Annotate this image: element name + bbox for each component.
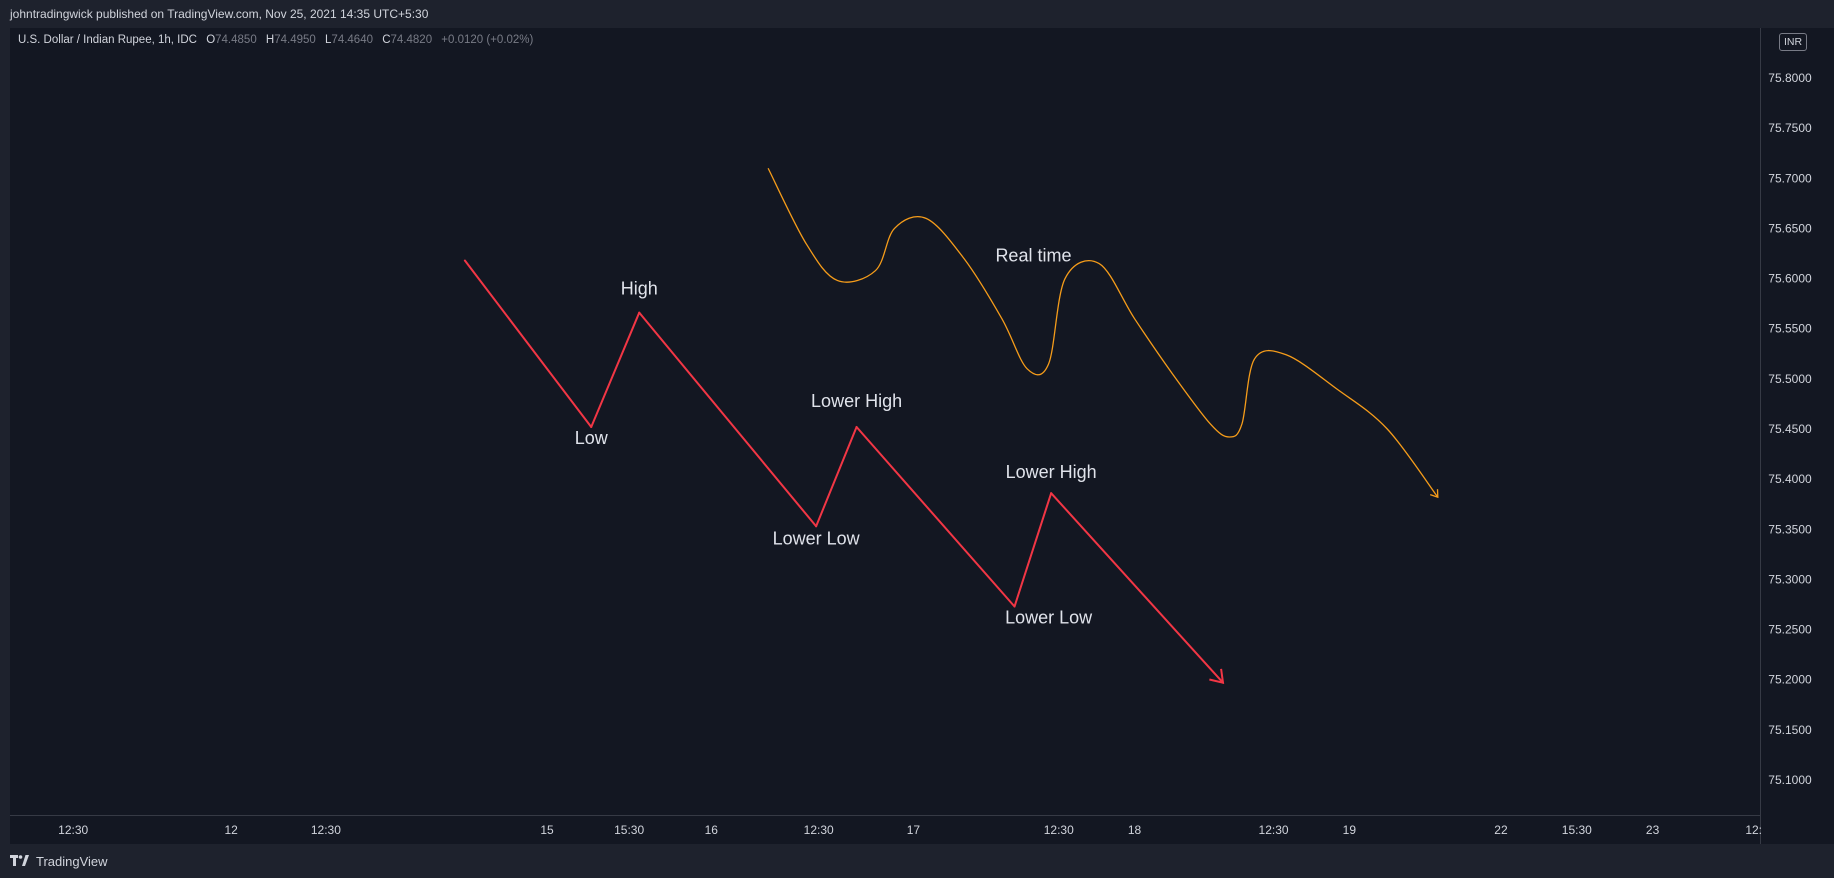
high-value: 74.4950 (274, 34, 316, 46)
tradingview-logo-icon[interactable] (10, 855, 30, 867)
time-tick-label: 18 (1128, 823, 1142, 837)
chart-annotation: High (621, 279, 658, 299)
chart-annotation: Lower Low (773, 528, 861, 548)
chart-annotation: Low (575, 428, 609, 448)
footer-brand[interactable]: TradingView (36, 853, 108, 869)
zigzag-segment (1050, 492, 1224, 684)
realtime-curve (767, 167, 1439, 498)
time-tick-label: 12:30 (311, 823, 341, 837)
change-value: +0.0120 (+0.02%) (441, 34, 534, 46)
time-tick-label: 12: (1745, 823, 1762, 837)
chart-annotation: Lower High (811, 391, 902, 411)
price-tick-label: 75.7000 (1768, 171, 1812, 185)
chart-pane[interactable] (10, 28, 1834, 844)
price-tick-label: 75.6500 (1768, 221, 1812, 235)
price-tick-label: 75.5500 (1768, 322, 1812, 336)
close-value: 74.4820 (390, 34, 433, 46)
time-tick-label: 19 (1343, 823, 1357, 837)
price-tick-label: 75.1000 (1768, 773, 1812, 787)
zigzag-segment (590, 311, 641, 428)
price-tick-label: 75.4000 (1768, 472, 1812, 486)
time-tick-label: 22 (1494, 823, 1508, 837)
price-tick-label: 75.4500 (1768, 422, 1812, 436)
symbol-name: U.S. Dollar / Indian Rupee, 1h, IDC (18, 34, 197, 46)
published-header: johntradingwick published on TradingView… (0, 0, 1834, 28)
open-value: 74.4850 (215, 34, 257, 46)
published-line: johntradingwick published on TradingView… (10, 7, 429, 21)
zigzag-arrowhead (1209, 668, 1225, 685)
chart-annotation: Lower Low (1005, 608, 1093, 628)
realtime-arrowhead (1430, 489, 1439, 499)
chart-annotation: Lower High (1006, 462, 1097, 482)
open-label: O (206, 34, 216, 46)
price-tick-label: 75.5000 (1768, 372, 1812, 386)
zigzag-segment (1013, 492, 1053, 608)
chart-annotation: Real time (995, 246, 1071, 266)
time-tick-label: 12:30 (1044, 823, 1074, 837)
high-label: H (265, 34, 275, 46)
time-tick-label: 15 (540, 823, 554, 837)
price-tick-label: 75.1500 (1768, 723, 1812, 737)
zigzag-segment (638, 311, 818, 528)
currency-badge[interactable]: INR (1779, 33, 1807, 51)
time-tick-label: 16 (705, 823, 719, 837)
time-tick-label: 12 (224, 823, 238, 837)
time-tick-label: 12:30 (1259, 823, 1289, 837)
time-tick-label: 23 (1646, 823, 1660, 837)
price-tick-label: 75.2000 (1768, 673, 1812, 687)
time-tick-label: 12:30 (804, 823, 834, 837)
zigzag-segment (815, 425, 858, 528)
time-tick-label: 15:30 (1562, 823, 1592, 837)
time-axis[interactable] (10, 815, 1760, 844)
time-tick-label: 15:30 (614, 823, 644, 837)
zigzag-segment (463, 259, 593, 428)
price-tick-label: 75.3000 (1768, 572, 1812, 586)
zigzag-segment (855, 425, 1016, 608)
symbol-legend: U.S. Dollar / Indian Rupee, 1h, IDC O74.… (18, 34, 533, 46)
time-tick-label: 17 (907, 823, 921, 837)
price-tick-label: 75.2500 (1768, 623, 1812, 637)
close-label: C (382, 34, 391, 46)
footer: TradingView (0, 844, 1834, 878)
price-tick-label: 75.8000 (1768, 71, 1812, 85)
time-tick-label: 12:30 (58, 823, 88, 837)
price-tick-label: 75.3500 (1768, 522, 1812, 536)
low-value: 74.4640 (331, 34, 373, 46)
price-axis[interactable] (1760, 28, 1834, 844)
price-tick-label: 75.6000 (1768, 272, 1812, 286)
price-tick-label: 75.7500 (1768, 121, 1812, 135)
low-label: L (325, 34, 332, 46)
